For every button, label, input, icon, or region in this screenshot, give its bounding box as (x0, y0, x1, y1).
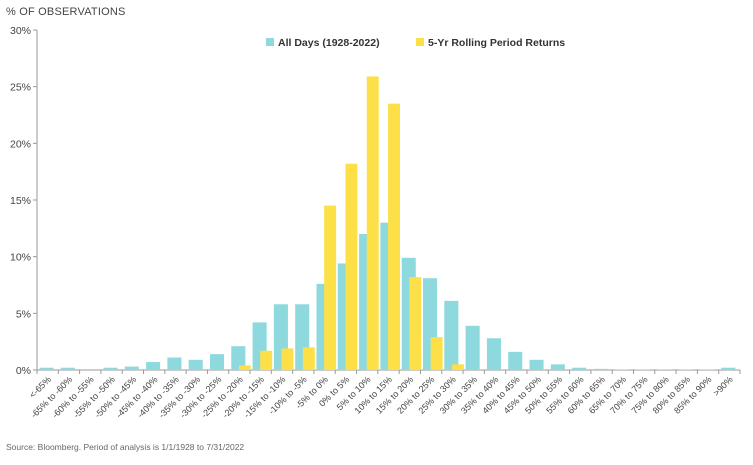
bar-5yr-rolling (281, 348, 294, 370)
y-tick-label: 5% (16, 308, 31, 320)
bar-all-days (103, 367, 118, 370)
bar-all-days (550, 364, 565, 370)
y-tick-label: 30% (10, 25, 31, 37)
bar-all-days (636, 369, 651, 370)
bar-5yr-rolling (388, 103, 401, 371)
bar-5yr-rolling (260, 350, 273, 370)
legend-swatch-5yr-rolling (416, 38, 424, 46)
bar-5yr-rolling (451, 364, 464, 370)
bar-all-days (465, 325, 480, 370)
bar-all-days (167, 357, 182, 370)
y-tick-label: 10% (10, 252, 31, 264)
legend-label-5yr-rolling: 5-Yr Rolling Period Returns (428, 37, 565, 49)
bar-all-days (209, 354, 225, 370)
bar-all-days (188, 359, 203, 370)
bar-all-days (614, 369, 629, 370)
bar-all-days (678, 369, 693, 370)
legend-swatch-all-days (266, 38, 274, 46)
bar-5yr-rolling (409, 277, 422, 370)
bar-5yr-rolling (324, 205, 337, 370)
bar-all-days (699, 369, 715, 370)
bar-all-days (231, 346, 246, 370)
y-axis-title: % OF OBSERVATIONS (6, 6, 126, 18)
y-tick-label: 0% (16, 365, 31, 377)
bar-all-days (657, 369, 672, 370)
bar-all-days (486, 338, 501, 370)
y-tick-label: 25% (10, 82, 31, 94)
bar-5yr-rolling (430, 337, 443, 370)
series-5yr-rolling (238, 76, 464, 371)
bar-all-days (444, 300, 459, 370)
source-note: Source: Bloomberg. Period of analysis is… (6, 442, 245, 452)
bar-all-days (721, 367, 736, 370)
bar-all-days (572, 367, 587, 370)
bar-5yr-rolling (302, 347, 315, 370)
series-all-days (39, 222, 736, 370)
legend-label-all-days: All Days (1928-2022) (278, 37, 380, 49)
x-tick-label: >90% (711, 374, 735, 398)
bar-all-days (508, 351, 523, 370)
legend: All Days (1928-2022) 5-Yr Rolling Period … (266, 37, 565, 49)
y-tick-label: 15% (10, 195, 31, 207)
bar-all-days (39, 367, 54, 370)
bar-all-days (146, 362, 161, 370)
bar-all-days (124, 366, 139, 370)
bar-all-days (529, 359, 544, 370)
bar-5yr-rolling (366, 76, 379, 370)
y-tick-label: 20% (10, 138, 31, 150)
bar-5yr-rolling (345, 163, 358, 370)
bar-all-days (593, 368, 608, 370)
bar-all-days (60, 367, 75, 370)
bar-5yr-rolling (238, 365, 251, 370)
